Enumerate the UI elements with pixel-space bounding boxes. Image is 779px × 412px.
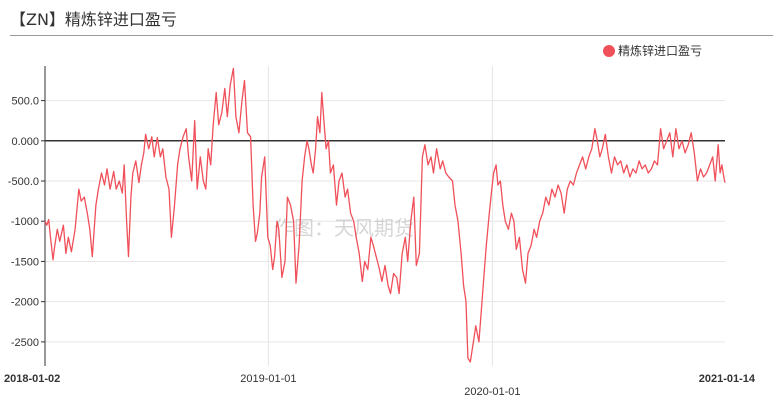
grid-lines (45, 66, 725, 366)
x-tick-label: 2020-01-01 (464, 386, 520, 398)
x-tick-label: 2021-01-14 (699, 373, 756, 385)
y-tick-label: -1000 (11, 216, 39, 228)
y-tick-label: 500.0 (11, 96, 39, 108)
legend-marker (603, 45, 615, 57)
y-tick-label: 0.000 (11, 136, 39, 148)
x-axis-ticks: 2018-01-02 2019-01-01 2020-01-01 2021-01-14 (4, 373, 756, 398)
series-line (44, 67, 726, 363)
x-tick-label: 2019-01-01 (240, 373, 296, 385)
legend[interactable]: 精炼锌进口盈亏 (603, 43, 702, 58)
x-tick-label: 2018-01-02 (4, 373, 60, 385)
chart-title: 【ZN】精炼锌进口盈亏 (10, 10, 177, 29)
y-tick-label: -1500 (11, 256, 39, 268)
y-axis-ticks: 500.0 0.000 -500.0 -1000 -1500 -2000 -2500 (8, 96, 45, 349)
y-tick-label: -500.0 (8, 176, 39, 188)
legend-label: 精炼锌进口盈亏 (618, 43, 702, 58)
y-tick-label: -2000 (11, 297, 39, 309)
y-tick-label: -2500 (11, 337, 39, 349)
watermark: 作图：天风期货 (274, 217, 414, 240)
title-divider (10, 35, 773, 36)
